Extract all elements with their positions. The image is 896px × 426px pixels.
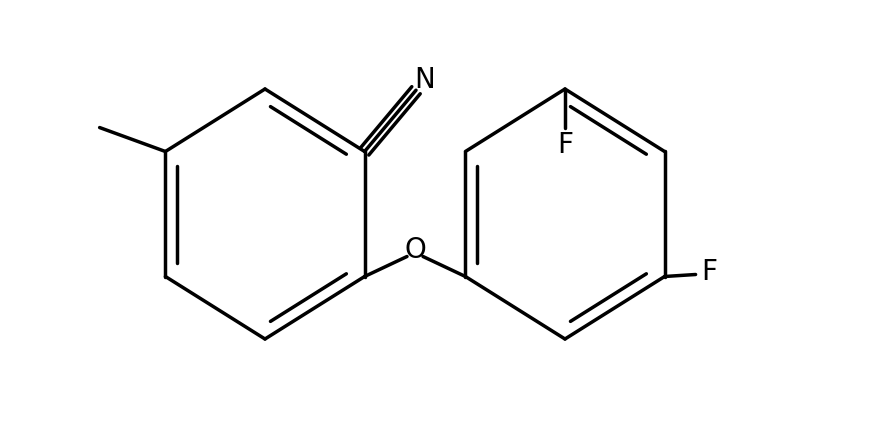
Text: F: F <box>702 258 718 286</box>
Text: O: O <box>404 235 426 263</box>
Text: N: N <box>415 66 435 94</box>
Text: F: F <box>557 131 573 158</box>
